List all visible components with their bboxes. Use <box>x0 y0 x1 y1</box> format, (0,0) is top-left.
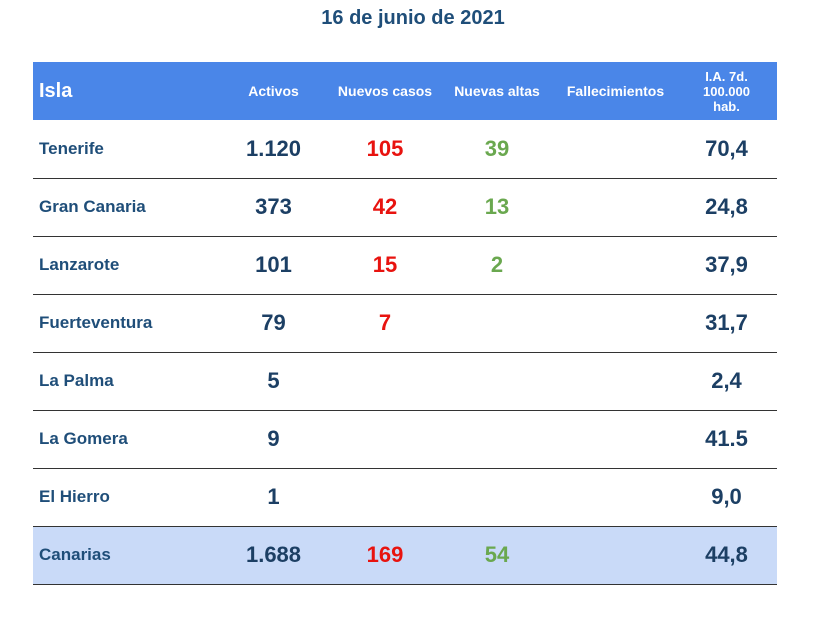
cell-fallecimientos <box>555 352 676 410</box>
header-isla: Isla <box>39 80 73 102</box>
table-row: Lanzarote 101 15 2 37,9 <box>33 236 777 294</box>
cell-activos: 101 <box>255 252 292 277</box>
cell-fallecimientos <box>555 468 676 526</box>
cell-fallecimientos <box>555 178 676 236</box>
cell-nuevos-casos <box>331 468 439 526</box>
cell-isla: Canarias <box>39 545 111 564</box>
header-activos: Activos <box>248 83 299 99</box>
cell-isla: Lanzarote <box>39 255 120 274</box>
table-body: Tenerife 1.120 105 39 70,4 Gran Canaria … <box>33 120 777 584</box>
cell-isla: Tenerife <box>39 138 104 158</box>
cell-nuevas-altas: 54 <box>484 542 510 567</box>
header-row: Isla Activos Nuevos casos Nuevas altas F… <box>33 62 777 120</box>
cell-nuevas-altas: 39 <box>484 135 510 161</box>
cell-nuevos-casos <box>331 352 439 410</box>
header-fallecimientos: Fallecimientos <box>566 83 665 99</box>
cell-activos: 5 <box>267 368 280 393</box>
header-nuevas-altas: Nuevas altas <box>454 83 540 99</box>
cell-activos: 9 <box>267 426 280 451</box>
table-row-total: Canarias 1.688 169 54 44,8 <box>33 526 777 584</box>
cell-nuevas-altas <box>439 410 555 468</box>
cell-activos: 373 <box>255 194 292 219</box>
table-row: El Hierro 1 9,0 <box>33 468 777 526</box>
cell-nuevos-casos: 7 <box>378 310 392 335</box>
header-ia-line1: I.A. 7d. <box>705 68 748 84</box>
header-ia-line3: hab. <box>713 98 740 114</box>
cell-nuevas-altas <box>439 294 555 352</box>
cell-ia: 70,4 <box>705 135 748 161</box>
table-row: La Palma 5 2,4 <box>33 352 777 410</box>
cell-nuevos-casos: 42 <box>372 194 398 219</box>
cell-nuevos-casos: 169 <box>366 542 404 567</box>
cell-activos: 1.120 <box>245 135 302 161</box>
cell-ia: 9,0 <box>711 484 742 509</box>
header-ia: I.A. 7d. 100.000 hab. <box>676 62 777 120</box>
cell-fallecimientos <box>555 120 676 178</box>
cell-activos: 1 <box>267 484 280 509</box>
header-ia-line2: 100.000 <box>703 83 750 99</box>
cell-nuevos-casos <box>331 410 439 468</box>
cell-fallecimientos <box>555 294 676 352</box>
cell-nuevas-altas: 2 <box>490 252 504 277</box>
cell-isla: El Hierro <box>39 487 110 506</box>
table-row: Fuerteventura 79 7 31,7 <box>33 294 777 352</box>
cell-ia: 2,4 <box>711 368 742 393</box>
table-row: Gran Canaria 373 42 13 24,8 <box>33 178 777 236</box>
cell-fallecimientos <box>555 410 676 468</box>
cell-fallecimientos <box>555 526 676 584</box>
table-row: La Gomera 9 41.5 <box>33 410 777 468</box>
cell-fallecimientos <box>555 236 676 294</box>
table-row: Tenerife 1.120 105 39 70,4 <box>33 120 777 178</box>
cell-ia: 31,7 <box>705 310 748 335</box>
cell-nuevas-altas <box>439 468 555 526</box>
table-header: Isla Activos Nuevos casos Nuevas altas F… <box>33 62 777 120</box>
cell-ia: 24,8 <box>705 194 748 219</box>
cell-isla: Gran Canaria <box>39 197 146 216</box>
cell-nuevos-casos: 105 <box>366 135 404 161</box>
cell-nuevas-altas <box>439 352 555 410</box>
cell-activos: 79 <box>261 310 286 335</box>
cell-isla: La Gomera <box>39 429 128 448</box>
covid-islands-table: Isla Activos Nuevos casos Nuevas altas F… <box>33 62 777 585</box>
cell-nuevas-altas: 13 <box>484 194 510 219</box>
header-nuevos-casos: Nuevos casos <box>337 83 433 99</box>
cell-isla: Fuerteventura <box>39 313 153 332</box>
page-title: 16 de junio de 2021 <box>321 7 505 29</box>
cell-isla: La Palma <box>39 371 114 390</box>
cell-ia: 44,8 <box>705 542 748 567</box>
cell-ia: 37,9 <box>705 252 748 277</box>
cell-ia: 41.5 <box>705 426 748 451</box>
cell-nuevos-casos: 15 <box>372 252 398 277</box>
cell-activos: 1.688 <box>245 542 302 567</box>
